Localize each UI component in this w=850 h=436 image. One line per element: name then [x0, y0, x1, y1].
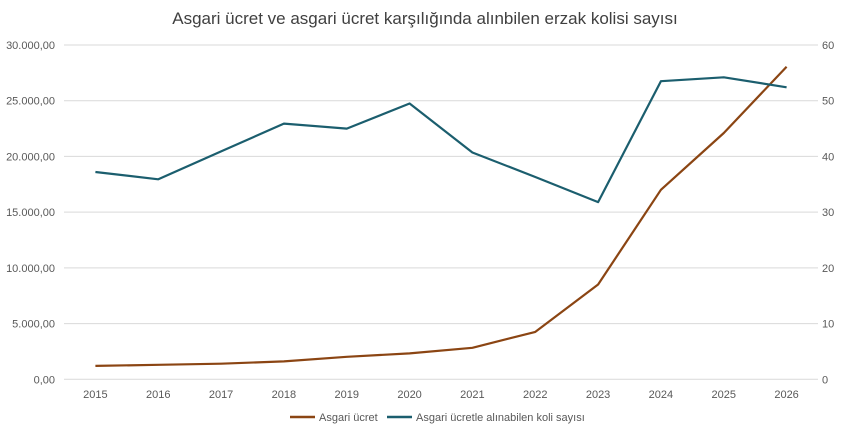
- right-axis: 0 10 20 30 40 50 60: [822, 40, 834, 386]
- x-tick-label: 2026: [774, 389, 798, 401]
- left-tick-label: 5.000,00: [12, 319, 55, 331]
- x-tick-label: 2021: [460, 389, 484, 401]
- x-tick-label: 2018: [272, 389, 296, 401]
- series-line-0: [95, 65, 788, 367]
- legend-label: Asgari ücretle alınabilen koli sayısı: [416, 412, 585, 424]
- gridlines: [64, 44, 818, 380]
- x-tick-label: 2023: [586, 389, 610, 401]
- left-tick-label: 0,00: [34, 374, 55, 386]
- x-tick-label: 2019: [335, 389, 359, 401]
- right-tick-label: 0: [822, 374, 828, 386]
- x-axis: 2015 2016 2017 2018 2019 2020 2021 2022 2023 2024…: [83, 389, 799, 401]
- right-tick-label: 10: [822, 319, 834, 331]
- series-line-1: [95, 76, 787, 204]
- x-tick-label: 2015: [83, 389, 107, 401]
- x-tick-label: 2022: [523, 389, 547, 401]
- left-tick-label: 30.000,00: [6, 40, 55, 52]
- left-tick-label: 25.000,00: [6, 96, 55, 108]
- left-tick-label: 15.000,00: [6, 207, 55, 219]
- chart-title: Asgari ücret ve asgari ücret karşılığınd…: [172, 9, 678, 28]
- x-tick-label: 2025: [712, 389, 736, 401]
- right-tick-label: 30: [822, 207, 834, 219]
- legend: Asgari ücret Asgari ücretle alınabilen ko…: [290, 412, 585, 424]
- x-tick-label: 2024: [649, 389, 673, 401]
- right-tick-label: 60: [822, 40, 834, 52]
- left-axis: 0,00 5.000,00 10.000,00 15.000,00 20.000,00 2…: [6, 40, 55, 386]
- left-tick-label: 20.000,00: [6, 151, 55, 163]
- left-tick-label: 10.000,00: [6, 263, 55, 275]
- right-tick-label: 20: [822, 263, 834, 275]
- legend-label: Asgari ücret: [319, 412, 378, 424]
- series-lines: [95, 65, 788, 367]
- x-tick-label: 2020: [397, 389, 421, 401]
- right-tick-label: 50: [822, 96, 834, 108]
- right-tick-label: 40: [822, 151, 834, 163]
- x-tick-label: 2016: [146, 389, 170, 401]
- x-tick-label: 2017: [209, 389, 233, 401]
